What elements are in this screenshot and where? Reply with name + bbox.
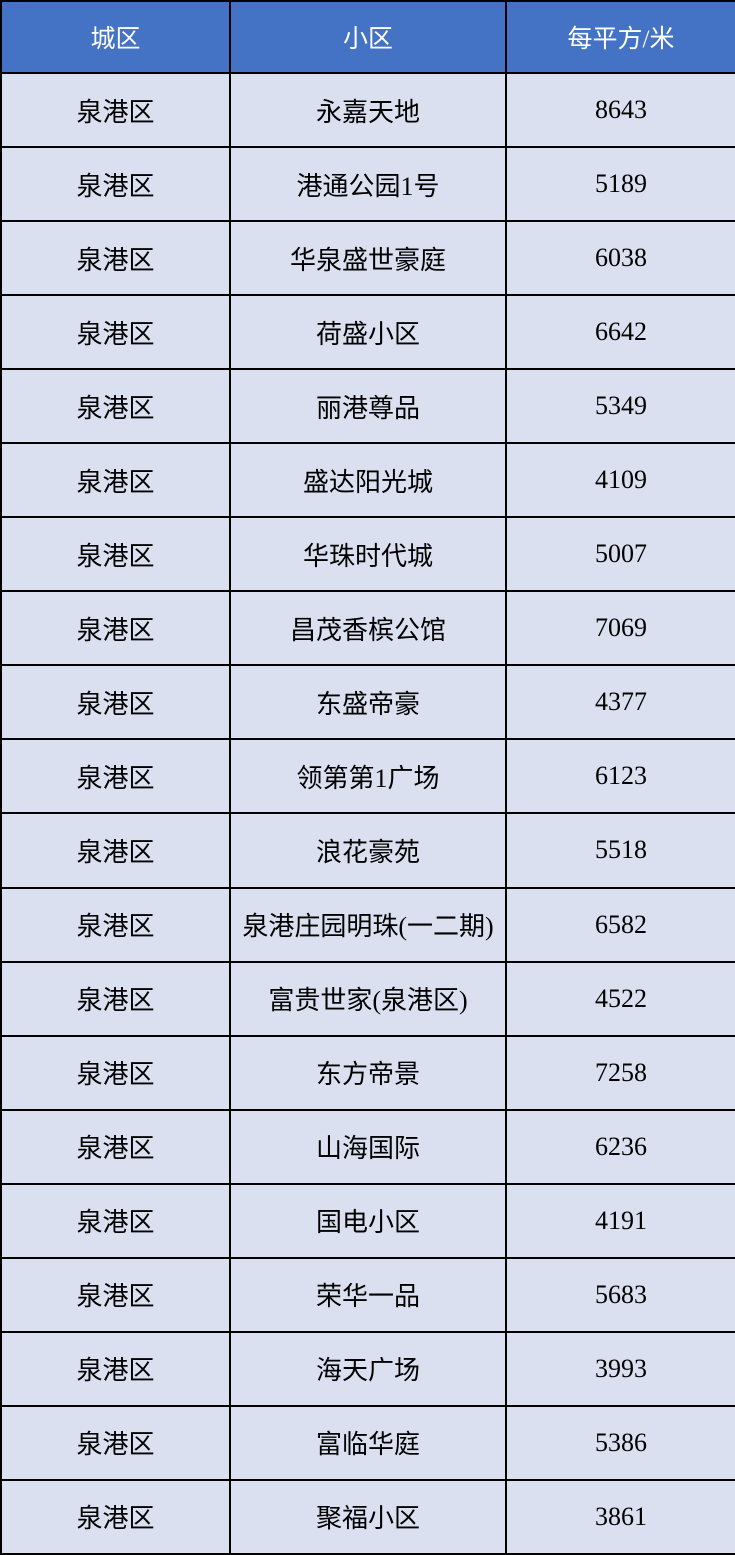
price-cell: 5189 bbox=[505, 146, 735, 223]
price-cell: 5349 bbox=[505, 368, 735, 445]
table-row: 泉港区 东方帝景 7258 bbox=[0, 1034, 735, 1111]
community-cell: 山海国际 bbox=[229, 1108, 507, 1185]
price-cell: 5518 bbox=[505, 812, 735, 889]
community-cell: 聚福小区 bbox=[229, 1478, 507, 1555]
table-row: 泉港区 聚福小区 3861 bbox=[0, 1478, 735, 1555]
district-cell: 泉港区 bbox=[0, 368, 231, 445]
price-cell: 4191 bbox=[505, 1182, 735, 1259]
table-row: 泉港区 华泉盛世豪庭 6038 bbox=[0, 220, 735, 297]
table-row: 泉港区 海天广场 3993 bbox=[0, 1330, 735, 1407]
community-cell: 领第第1广场 bbox=[229, 738, 507, 815]
table-row: 泉港区 丽港尊品 5349 bbox=[0, 368, 735, 445]
table-row: 泉港区 山海国际 6236 bbox=[0, 1108, 735, 1185]
table-row: 泉港区 富贵世家(泉港区) 4522 bbox=[0, 960, 735, 1037]
community-cell: 丽港尊品 bbox=[229, 368, 507, 445]
price-cell: 7069 bbox=[505, 590, 735, 667]
table-row: 泉港区 盛达阳光城 4109 bbox=[0, 442, 735, 519]
community-cell: 华泉盛世豪庭 bbox=[229, 220, 507, 297]
price-cell: 6236 bbox=[505, 1108, 735, 1185]
table-body: 泉港区 永嘉天地 8643 泉港区 港通公园1号 5189 泉港区 华泉盛世豪庭 6038 泉港区… bbox=[0, 71, 735, 1555]
district-cell: 泉港区 bbox=[0, 886, 231, 963]
price-cell: 4377 bbox=[505, 664, 735, 741]
table-row: 泉港区 永嘉天地 8643 bbox=[0, 71, 735, 149]
price-cell: 3861 bbox=[505, 1478, 735, 1555]
community-cell: 盛达阳光城 bbox=[229, 442, 507, 519]
table-row: 泉港区 荷盛小区 6642 bbox=[0, 294, 735, 371]
community-cell: 港通公园1号 bbox=[229, 146, 507, 223]
community-cell: 东方帝景 bbox=[229, 1034, 507, 1111]
price-cell: 4522 bbox=[505, 960, 735, 1037]
price-cell: 5007 bbox=[505, 516, 735, 593]
price-cell: 6123 bbox=[505, 738, 735, 815]
price-cell: 6038 bbox=[505, 220, 735, 297]
community-cell: 国电小区 bbox=[229, 1182, 507, 1259]
district-cell: 泉港区 bbox=[0, 1256, 231, 1333]
district-cell: 泉港区 bbox=[0, 516, 231, 593]
price-cell: 6642 bbox=[505, 294, 735, 371]
price-cell: 7258 bbox=[505, 1034, 735, 1111]
community-cell: 荷盛小区 bbox=[229, 294, 507, 371]
district-cell: 泉港区 bbox=[0, 1478, 231, 1555]
table-row: 泉港区 昌茂香槟公馆 7069 bbox=[0, 590, 735, 667]
table-row: 泉港区 东盛帝豪 4377 bbox=[0, 664, 735, 741]
district-cell: 泉港区 bbox=[0, 738, 231, 815]
header-community: 小区 bbox=[229, 0, 507, 74]
community-cell: 永嘉天地 bbox=[229, 71, 507, 149]
table-row: 泉港区 国电小区 4191 bbox=[0, 1182, 735, 1259]
table-row: 泉港区 华珠时代城 5007 bbox=[0, 516, 735, 593]
community-cell: 东盛帝豪 bbox=[229, 664, 507, 741]
community-cell: 昌茂香槟公馆 bbox=[229, 590, 507, 667]
header-price-per-sqm: 每平方/米 bbox=[505, 0, 735, 74]
header-row: 城区 小区 每平方/米 bbox=[0, 0, 735, 74]
table-row: 泉港区 泉港庄园明珠(一二期) 6582 bbox=[0, 886, 735, 963]
community-cell: 富贵世家(泉港区) bbox=[229, 960, 507, 1037]
district-cell: 泉港区 bbox=[0, 590, 231, 667]
price-cell: 6582 bbox=[505, 886, 735, 963]
district-cell: 泉港区 bbox=[0, 71, 231, 149]
table-row: 泉港区 荣华一品 5683 bbox=[0, 1256, 735, 1333]
district-cell: 泉港区 bbox=[0, 1330, 231, 1407]
district-cell: 泉港区 bbox=[0, 1182, 231, 1259]
district-cell: 泉港区 bbox=[0, 664, 231, 741]
community-cell: 海天广场 bbox=[229, 1330, 507, 1407]
community-cell: 浪花豪苑 bbox=[229, 812, 507, 889]
table-row: 泉港区 领第第1广场 6123 bbox=[0, 738, 735, 815]
district-cell: 泉港区 bbox=[0, 146, 231, 223]
district-cell: 泉港区 bbox=[0, 442, 231, 519]
table-row: 泉港区 富临华庭 5386 bbox=[0, 1404, 735, 1481]
district-cell: 泉港区 bbox=[0, 1108, 231, 1185]
district-cell: 泉港区 bbox=[0, 1404, 231, 1481]
header-district: 城区 bbox=[0, 0, 231, 74]
district-cell: 泉港区 bbox=[0, 812, 231, 889]
table-row: 泉港区 港通公园1号 5189 bbox=[0, 146, 735, 223]
community-cell: 华珠时代城 bbox=[229, 516, 507, 593]
price-cell: 8643 bbox=[505, 71, 735, 149]
district-cell: 泉港区 bbox=[0, 220, 231, 297]
table-header: 城区 小区 每平方/米 bbox=[0, 0, 735, 74]
district-cell: 泉港区 bbox=[0, 960, 231, 1037]
table-row: 泉港区 浪花豪苑 5518 bbox=[0, 812, 735, 889]
price-cell: 5386 bbox=[505, 1404, 735, 1481]
price-cell: 4109 bbox=[505, 442, 735, 519]
price-cell: 3993 bbox=[505, 1330, 735, 1407]
district-cell: 泉港区 bbox=[0, 1034, 231, 1111]
community-cell: 富临华庭 bbox=[229, 1404, 507, 1481]
community-cell: 荣华一品 bbox=[229, 1256, 507, 1333]
price-cell: 5683 bbox=[505, 1256, 735, 1333]
district-cell: 泉港区 bbox=[0, 294, 231, 371]
community-cell: 泉港庄园明珠(一二期) bbox=[229, 886, 507, 963]
